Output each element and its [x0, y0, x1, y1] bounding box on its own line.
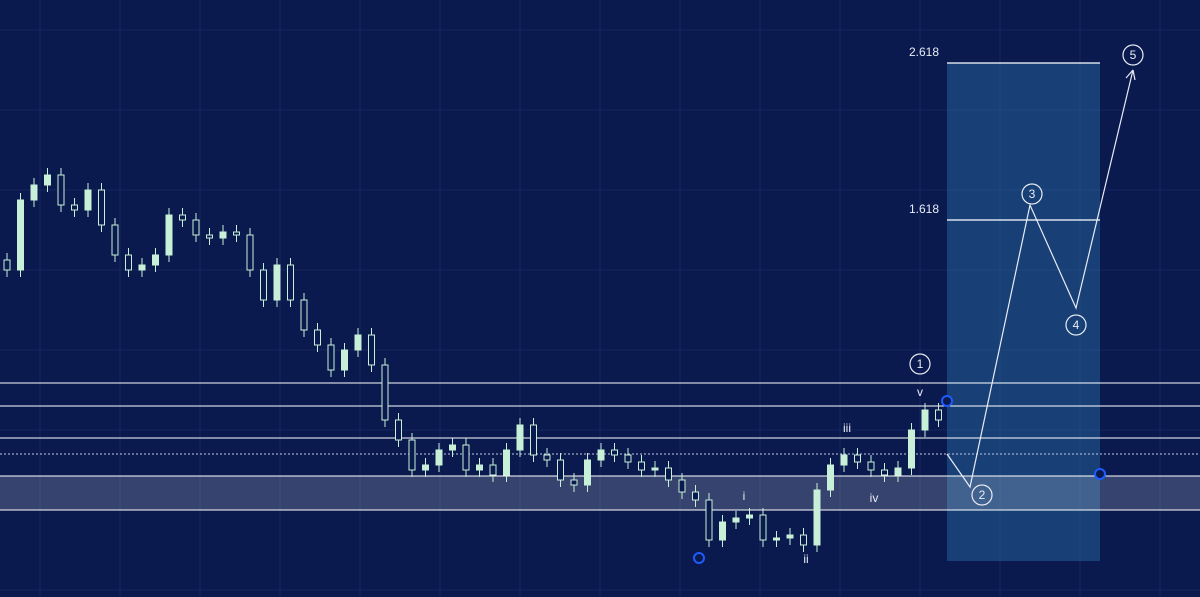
sub-wave-label: ii [803, 552, 808, 566]
pivot [693, 552, 705, 564]
candle-body [57, 174, 65, 206]
candle-body [759, 514, 767, 541]
candle-body [732, 517, 740, 523]
candle-body [17, 199, 24, 271]
candle-body [584, 459, 591, 486]
candle-body [503, 449, 510, 476]
candle-body [624, 454, 632, 463]
candle-body [152, 254, 159, 266]
candle-body [935, 409, 942, 421]
candle-body [449, 444, 456, 451]
candle-body [327, 344, 335, 371]
candle-body [705, 499, 713, 541]
candle-body [30, 184, 38, 201]
candle-body [341, 349, 348, 371]
candle-body [435, 449, 443, 466]
candle-body [300, 299, 308, 331]
candle-body [462, 444, 470, 471]
candle-body [3, 259, 11, 271]
candle-body [165, 214, 173, 256]
zone [0, 476, 1200, 510]
candle-body [719, 521, 726, 541]
candle-body [840, 454, 848, 466]
sub-wave-label: iv [870, 491, 879, 505]
candle-body [813, 489, 821, 546]
candle-body [665, 467, 672, 481]
wave-label: 3 [1029, 187, 1036, 201]
candle-body [84, 189, 92, 211]
candle-body [921, 409, 929, 431]
candle-body [260, 269, 267, 301]
candle-body [111, 224, 119, 256]
candle-body [867, 461, 875, 471]
candle-body [395, 419, 402, 441]
candle-body [570, 479, 578, 486]
wave-path [946, 69, 1134, 489]
candle-body [287, 264, 294, 301]
candle-body [476, 464, 483, 471]
candle-body [638, 461, 645, 471]
wave-label: 1 [917, 357, 924, 371]
candle-body [854, 454, 861, 463]
candle-body [489, 464, 497, 476]
candle-body [692, 491, 699, 501]
candle-body [273, 264, 281, 301]
candle-body [314, 329, 321, 346]
wave-circle [1021, 183, 1043, 205]
candle-body [894, 467, 902, 476]
candle-body [516, 424, 524, 451]
candle-body [368, 334, 375, 366]
wave-circle [1065, 314, 1087, 336]
candle-body [651, 467, 659, 471]
candle-body [678, 479, 686, 493]
candle-body [773, 537, 780, 541]
candle-body [557, 459, 564, 481]
fib-label: 2.618 [909, 45, 939, 59]
sub-wave-label: iii [843, 421, 851, 435]
wave-label: 5 [1130, 48, 1137, 62]
candle-body [71, 204, 78, 211]
candle-body [192, 219, 200, 236]
candle-body [381, 364, 389, 421]
wave-circle [1122, 44, 1144, 66]
sub-wave-label: i [743, 489, 746, 503]
wave-label: 2 [979, 488, 986, 502]
candle-body [233, 231, 240, 236]
candle-body [206, 234, 213, 239]
candle-body [786, 534, 794, 539]
arrow-head [1125, 69, 1136, 81]
candle-body [611, 449, 618, 456]
pivot [941, 395, 953, 407]
candle-body [138, 264, 146, 271]
candle-body [908, 429, 915, 469]
candle-body [422, 464, 429, 471]
candle-body [219, 231, 227, 239]
candle-body [597, 449, 605, 461]
pivot [1094, 468, 1106, 480]
candle-body [800, 534, 807, 546]
candle-body [543, 454, 551, 461]
candle-body [354, 334, 362, 351]
fib-label: 1.618 [909, 202, 939, 216]
wave-label: 4 [1073, 318, 1080, 332]
candle-body [246, 234, 254, 271]
candle-body [98, 189, 105, 226]
wave-circle [971, 484, 993, 506]
candle-body [44, 174, 51, 186]
candle-body [746, 514, 753, 519]
candle-body [179, 214, 186, 221]
wave-circle [909, 353, 931, 375]
candle-body [125, 254, 132, 271]
candle-body [827, 464, 834, 491]
candle-body [530, 424, 537, 456]
sub-wave-label: v [917, 385, 923, 399]
candle-body [408, 439, 416, 471]
candle-body [881, 469, 888, 476]
